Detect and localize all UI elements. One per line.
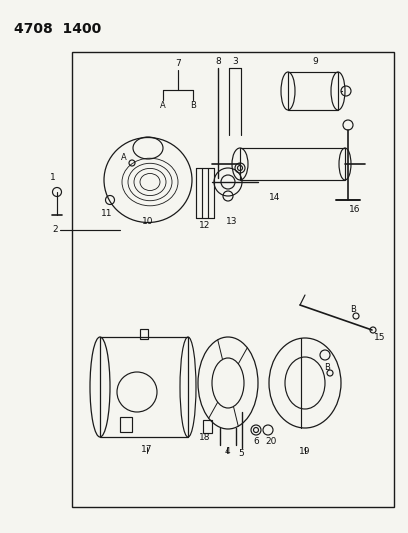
Text: 10: 10 (142, 217, 154, 227)
Text: 6: 6 (253, 437, 259, 446)
Text: B: B (190, 101, 196, 110)
Text: 15: 15 (374, 334, 386, 343)
Text: 4: 4 (224, 448, 230, 456)
Text: A: A (160, 101, 166, 110)
Text: 8: 8 (215, 58, 221, 67)
Text: 20: 20 (265, 437, 277, 446)
Text: 4708  1400: 4708 1400 (14, 22, 101, 36)
Text: 3: 3 (232, 58, 238, 67)
Bar (240, 148, 345, 180)
Text: 12: 12 (200, 222, 211, 230)
Text: B: B (324, 364, 330, 373)
Text: 19: 19 (299, 448, 311, 456)
Text: 2: 2 (52, 225, 58, 235)
Text: 1: 1 (50, 174, 56, 182)
Text: 9: 9 (312, 58, 318, 67)
Bar (288, 72, 338, 110)
Text: 16: 16 (349, 206, 361, 214)
Text: 14: 14 (269, 193, 281, 203)
Text: 18: 18 (199, 433, 211, 442)
Text: 5: 5 (238, 448, 244, 457)
Text: 11: 11 (101, 208, 113, 217)
Text: A: A (121, 154, 127, 163)
Bar (100, 337, 188, 437)
Text: B: B (350, 305, 356, 314)
Text: 17: 17 (141, 446, 153, 455)
Text: 7: 7 (175, 60, 181, 69)
Bar (140, 329, 148, 339)
Bar (203, 420, 212, 433)
Bar (120, 417, 132, 432)
Text: 13: 13 (226, 217, 238, 227)
Bar (72, 52, 394, 507)
